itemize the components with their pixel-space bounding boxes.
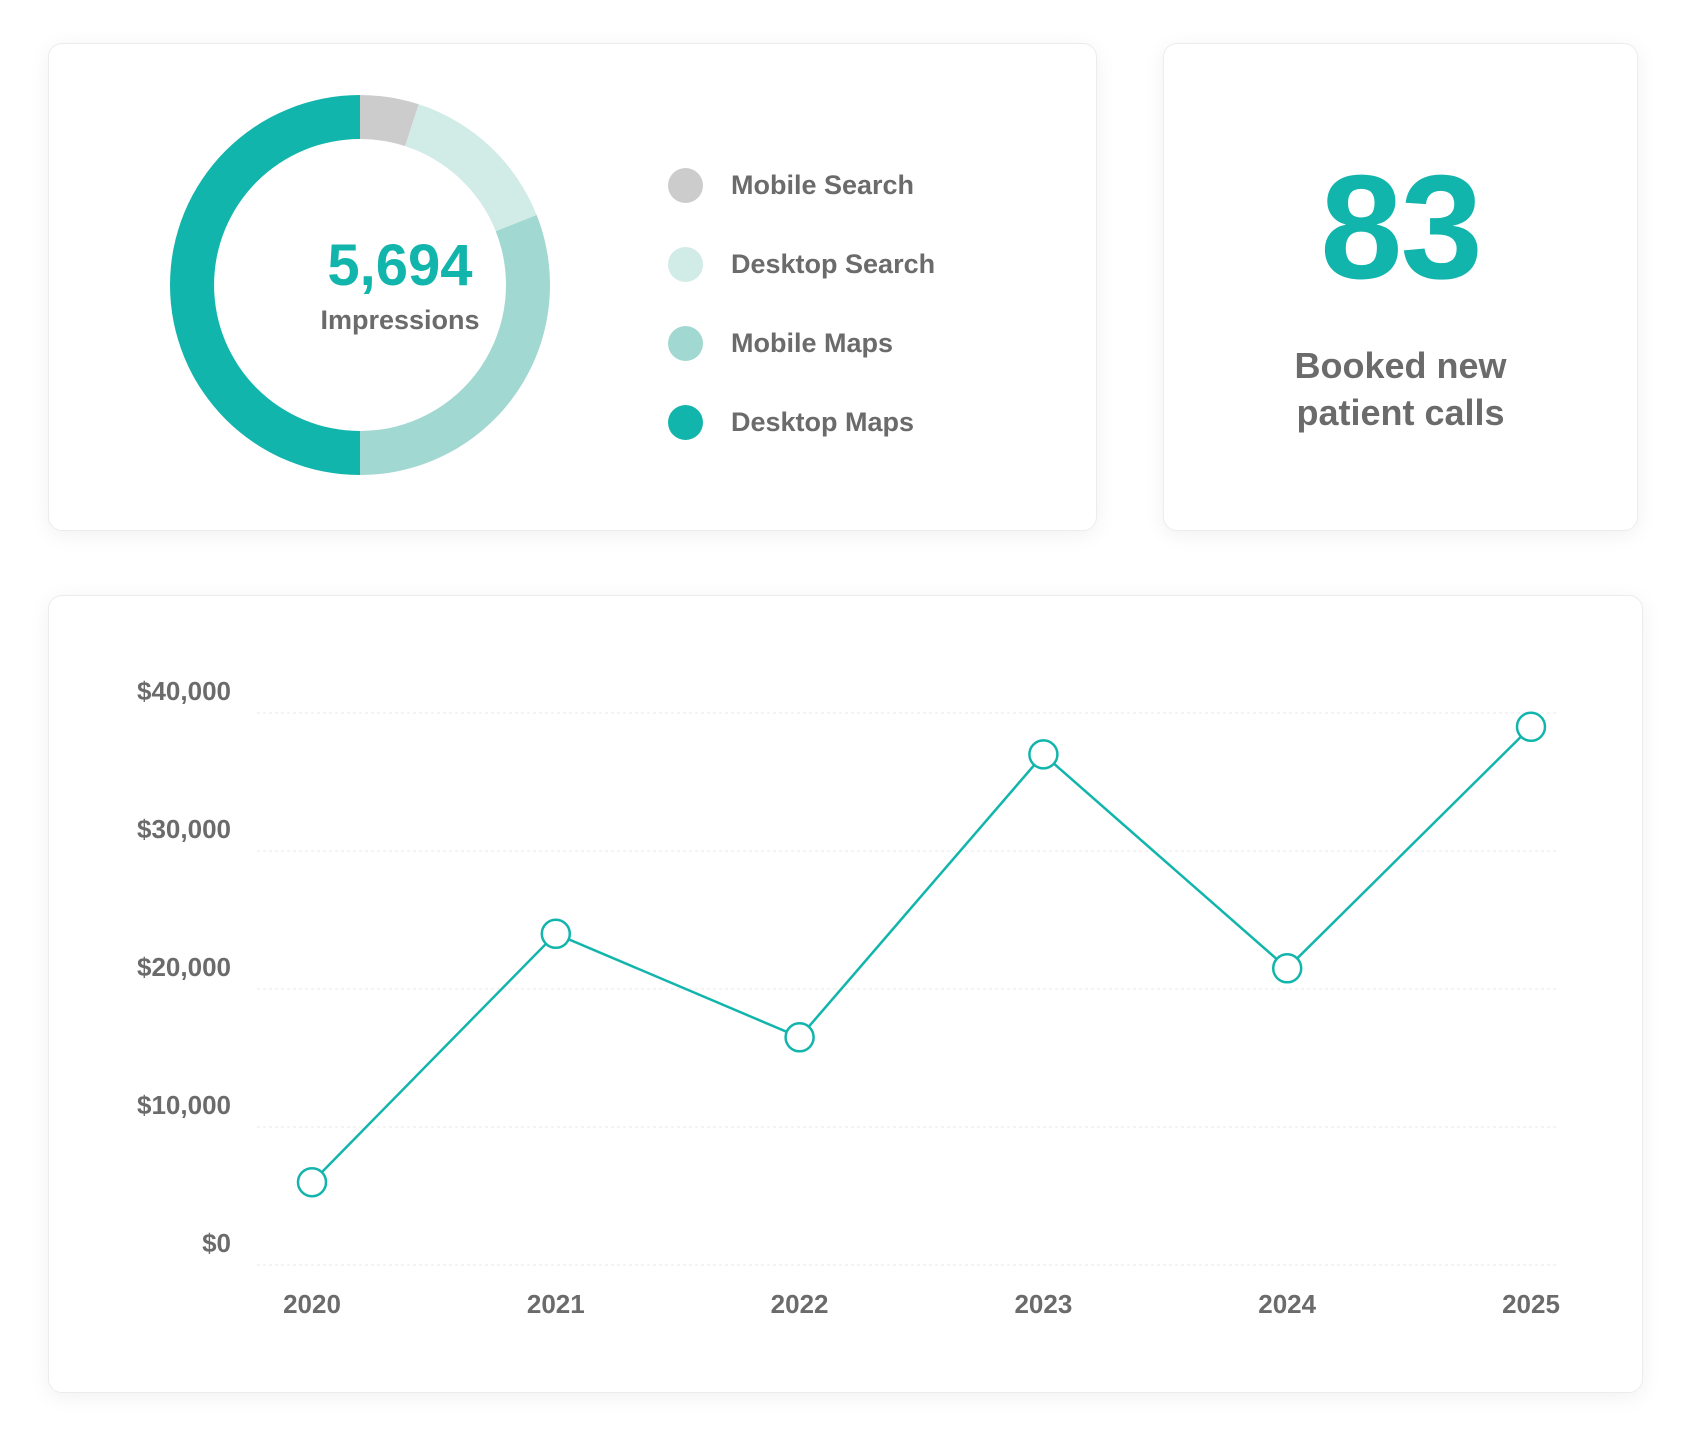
legend-swatch <box>668 405 703 440</box>
donut-legend: Mobile Search Desktop Search Mobile Maps… <box>668 146 935 462</box>
donut-slice-desktop-maps <box>170 95 360 475</box>
line-chart: $0 $10,000 $20,000 $30,000 $40,000 2020 2021 20… <box>137 676 1560 1319</box>
data-point-2020 <box>296 1166 328 1198</box>
y-tick-label: $40,000 <box>137 676 231 706</box>
donut-slice-mobile-maps <box>360 215 550 476</box>
revenue-chart-card: $0 $10,000 $20,000 $30,000 $40,000 2020 2021 20… <box>48 595 1643 1393</box>
data-point-2023 <box>1028 739 1059 770</box>
x-tick-label: 2020 <box>283 1289 341 1319</box>
data-point-2021 <box>540 918 572 950</box>
donut-slice-mobile-search <box>360 95 419 147</box>
legend-swatch <box>668 326 703 361</box>
impressions-card: 5,694 Impressions Mobile Search Desktop … <box>48 43 1097 531</box>
legend-swatch <box>668 247 703 282</box>
x-tick-label: 2024 <box>1258 1289 1316 1319</box>
legend-swatch <box>668 168 703 203</box>
legend-label: Desktop Maps <box>731 407 915 437</box>
data-point-2024 <box>1271 953 1303 984</box>
y-tick-label: $30,000 <box>137 814 231 844</box>
donut-chart <box>170 95 550 476</box>
legend-item-desktop-maps: Desktop Maps <box>668 383 935 462</box>
y-tick-label: $0 <box>202 1228 231 1258</box>
legend-label: Desktop Search <box>731 249 936 279</box>
y-tick-label: $20,000 <box>137 952 231 982</box>
booked-calls-label-line1: Booked new <box>1294 345 1507 386</box>
donut-center: 5,694 Impressions <box>210 237 590 336</box>
booked-calls-label: Booked new patient calls <box>1164 342 1637 436</box>
x-tick-label: 2022 <box>771 1289 829 1319</box>
legend-item-mobile-maps: Mobile Maps <box>668 304 935 383</box>
legend-label: Mobile Search <box>731 170 915 200</box>
data-point-2025 <box>1515 711 1547 743</box>
y-tick-label: $10,000 <box>137 1090 231 1120</box>
legend-item-desktop-search: Desktop Search <box>668 225 935 304</box>
data-point-2022 <box>784 1022 815 1053</box>
legend-item-mobile-search: Mobile Search <box>668 146 935 225</box>
x-tick-label: 2023 <box>1014 1289 1072 1319</box>
booked-calls-label-line2: patient calls <box>1296 392 1505 433</box>
legend-label: Mobile Maps <box>731 328 894 358</box>
impressions-total: 5,694 <box>327 233 473 298</box>
donut-slice-desktop-search <box>405 104 537 232</box>
booked-calls-count: 83 <box>1320 145 1483 310</box>
booked-calls-card: 83 Booked new patient calls <box>1163 43 1638 531</box>
series-line <box>311 725 1532 1184</box>
x-tick-label: 2021 <box>527 1289 585 1319</box>
x-tick-label: 2025 <box>1502 1289 1560 1319</box>
impressions-caption: Impressions <box>320 305 480 335</box>
